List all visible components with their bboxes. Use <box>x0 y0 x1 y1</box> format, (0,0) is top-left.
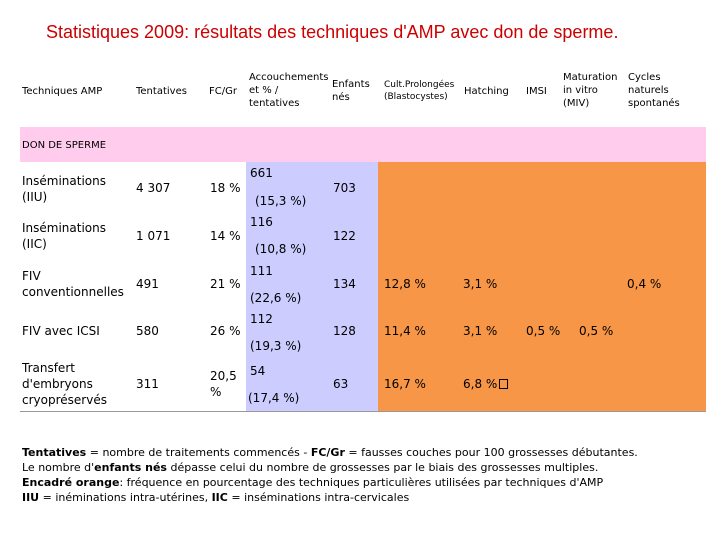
cell-fcgr: 14 % <box>210 229 241 243</box>
cell-enfants: 128 <box>333 324 356 338</box>
header-enfants: Enfants nés <box>332 79 370 103</box>
row-label: FIV conventionnelles <box>22 269 124 299</box>
cell-cult: 12,8 % <box>384 277 426 291</box>
cell-fcgr: 18 % <box>210 181 241 195</box>
section-band <box>20 127 706 162</box>
cell-enfants: 134 <box>333 277 356 291</box>
cell-accouchements: 661 <box>250 166 273 180</box>
section-label: DON DE SPERME <box>22 140 107 151</box>
header-cult: Cult.Prolongées (Blastocystes) <box>384 80 455 102</box>
checkbox-icon <box>499 379 509 389</box>
page-title: Statistiques 2009: résultats des techniq… <box>46 22 619 42</box>
cell-enfants: 703 <box>333 181 356 195</box>
row-label: FIV avec ICSI <box>22 324 100 338</box>
cell-acc-percent: (19,3 %) <box>250 339 302 353</box>
cell-tentatives: 580 <box>136 324 159 338</box>
table-bottom-rule <box>20 411 706 412</box>
header-techniques: Techniques AMP <box>22 86 103 97</box>
cell-cycles: 0,4 % <box>627 277 662 291</box>
cell-tentatives: 311 <box>136 377 159 391</box>
cell-cult: 11,4 % <box>384 324 426 338</box>
header-cycles: Cycles naturels spontanés <box>628 72 680 109</box>
cell-tentatives: 4 307 <box>136 181 171 195</box>
cell-tentatives: 1 071 <box>136 229 171 243</box>
row-label: Inséminations (IIU) <box>22 174 106 204</box>
cell-miv: 0,5 % <box>579 324 614 338</box>
cell-accouchements: 111 <box>250 264 273 278</box>
cell-acc-percent: (22,6 %) <box>250 291 302 305</box>
row-label: Inséminations (IIC) <box>22 221 106 251</box>
header-tentatives: Tentatives <box>136 86 187 97</box>
cell-enfants: 122 <box>333 229 356 243</box>
cell-acc-percent: (15,3 %) <box>255 194 307 208</box>
header-imsi: IMSI <box>526 86 547 97</box>
cell-accouchements: 112 <box>250 312 273 326</box>
header-accouchements: Accouchements et % / tentatives <box>249 72 329 109</box>
cell-acc-percent: (10,8 %) <box>255 242 307 256</box>
cell-fcgr: 26 % <box>210 324 241 338</box>
cell-acc-percent: (17,4 %) <box>248 391 300 405</box>
header-hatching: Hatching <box>464 86 509 97</box>
cell-hatching: 6,8 % <box>463 376 509 392</box>
orange-block <box>378 162 706 411</box>
cell-imsi: 0,5 % <box>526 324 561 338</box>
header-fcgr: FC/Gr <box>209 86 237 97</box>
lavender-block <box>246 162 378 411</box>
footer-notes: Tentatives = nombre de traitements comme… <box>22 446 638 504</box>
cell-hatching: 3,1 % <box>463 324 498 338</box>
cell-enfants: 63 <box>333 377 349 391</box>
cell-tentatives: 491 <box>136 277 159 291</box>
cell-accouchements: 54 <box>250 364 266 378</box>
cell-hatching: 3,1 % <box>463 277 498 291</box>
cell-accouchements: 116 <box>250 215 273 229</box>
cell-cult: 16,7 % <box>384 377 426 391</box>
cell-fcgr: 20,5 % <box>210 369 237 399</box>
row-label: Transfert d'embryons cryopréservés <box>22 361 107 407</box>
cell-fcgr: 21 % <box>210 277 241 291</box>
header-maturation: Maturation in vitro (MIV) <box>563 72 618 109</box>
